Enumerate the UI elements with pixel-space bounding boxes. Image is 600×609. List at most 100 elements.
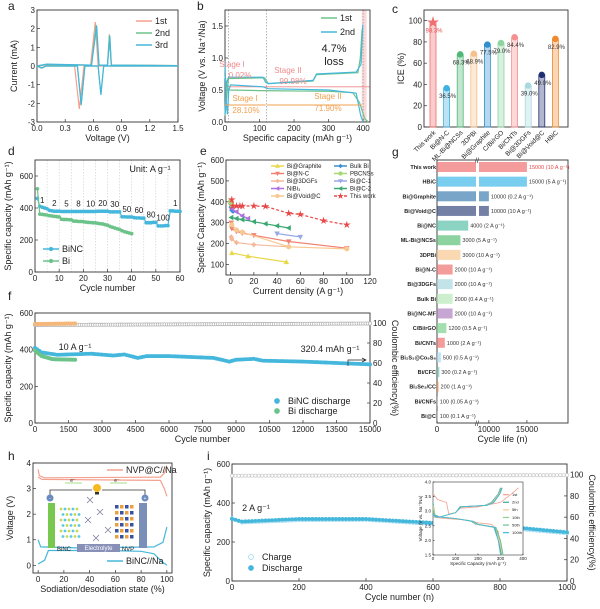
legend-label: 5th	[512, 507, 518, 512]
bar-bi-graphite-extended	[479, 191, 489, 202]
annotation-label: 4.7%	[321, 43, 346, 55]
bar-hbic	[552, 38, 559, 128]
data-point-series-2	[421, 473, 425, 478]
legend-label: PBCNSs	[350, 172, 374, 178]
cathode-lattice-unit	[120, 517, 124, 521]
data-point-discharge	[260, 518, 265, 523]
x-tick-label: 0	[435, 425, 440, 434]
data-point-series-2	[333, 473, 338, 478]
data-point-series-2	[240, 473, 244, 478]
category-label: Bi₂Se₃/CC	[409, 385, 436, 391]
data-point-discharge	[380, 518, 385, 522]
x-tick-label: 0.3	[60, 124, 72, 133]
negative-sign: -	[49, 496, 51, 502]
bar-cap-star-icon	[426, 15, 440, 28]
legend-marker	[275, 171, 280, 177]
annotation-label: Stage II	[274, 66, 302, 75]
data-point-series-2	[297, 473, 301, 478]
data-point-series-2	[541, 473, 546, 478]
x-tick-label: 600	[426, 583, 440, 592]
bar-ml-bi-ncss	[437, 235, 461, 246]
series-line-bi-c-1	[277, 233, 301, 238]
data-point-discharge	[253, 518, 258, 523]
legend-marker	[275, 178, 280, 184]
legend-label: 10th	[512, 515, 520, 520]
electron-label: e⁻	[114, 478, 120, 484]
anode-lattice-atom	[61, 513, 65, 516]
data-point-discharge	[283, 517, 288, 522]
y-tick-label: 500	[211, 177, 225, 186]
data-point-series-2	[565, 473, 569, 478]
data-point-series-2	[551, 473, 556, 478]
x-tick-label: 12000	[292, 425, 315, 434]
data-point-series-2	[441, 473, 445, 478]
anode-lattice-atom	[75, 507, 79, 511]
plot-frame	[231, 463, 568, 582]
data-point-bi-void-c	[239, 229, 245, 235]
data-point-series-2	[524, 473, 529, 478]
data-point-series-2	[400, 473, 405, 478]
plot-frame	[423, 9, 569, 128]
data-point-this-work	[342, 220, 351, 229]
legend-label: BiNC//Na	[126, 556, 164, 566]
y2-tick-label: 100	[570, 471, 584, 480]
data-point-series-2	[434, 473, 439, 478]
data-point-discharge	[400, 519, 405, 524]
data-point-series-2	[471, 473, 476, 478]
panel-label: d	[8, 144, 15, 158]
y-tick-label: 0	[27, 561, 32, 570]
category-label: Bi@3DGFs	[407, 282, 436, 288]
y-tick-label: 200	[20, 382, 34, 391]
data-point-bi-graphite	[245, 253, 251, 259]
category-label: HBiC	[544, 129, 560, 145]
cathode-lattice-unit	[115, 511, 119, 515]
cathode-lattice-unit	[120, 535, 124, 539]
bar-value-label: 15000 (5 A g⁻¹)	[529, 180, 567, 186]
data-point-discharge	[561, 529, 566, 534]
bar-value-label: 49.0%	[534, 81, 552, 87]
bar-value-label: 2000 (10 A g⁻¹)	[455, 282, 493, 288]
cathode-lattice-unit	[130, 523, 134, 527]
data-point-series-2	[313, 473, 318, 478]
data-point-series-2	[498, 473, 502, 478]
data-point-series-2	[501, 473, 506, 478]
x-tick-label: 9000	[227, 425, 245, 434]
x-tick-label: 20	[59, 575, 68, 584]
series-line-bi-graphite	[231, 252, 287, 263]
bar-hbic	[437, 176, 476, 187]
y2-tick-label: 20	[373, 399, 382, 408]
y-tick-label: 400	[20, 204, 34, 213]
bar-value-label: 77.5%	[480, 51, 498, 57]
data-point-series-2	[504, 473, 509, 478]
data-point-discharge	[565, 530, 569, 535]
y2-tick-label: 20	[570, 556, 579, 565]
data-point-discharge	[343, 517, 348, 521]
series-line-3rd	[36, 65, 178, 105]
data-point-series-2	[303, 473, 308, 478]
rate-label: 8	[76, 200, 81, 209]
bulb-base	[95, 492, 99, 495]
legend-marker	[248, 565, 254, 571]
cathode-lattice-unit	[115, 505, 119, 509]
data-point-series-2	[494, 473, 499, 478]
cathode-lattice-unit	[125, 535, 129, 539]
legend-marker	[337, 192, 344, 199]
panel-label: i	[207, 449, 210, 463]
x-tick-label: 6000	[160, 425, 178, 434]
x-tick-label: 300	[322, 124, 336, 133]
cathode-lattice-unit	[115, 535, 119, 539]
cathode-lattice-unit	[125, 517, 129, 521]
series-line-1st	[432, 516, 501, 553]
y-axis-title: Voltage (V)	[5, 496, 15, 541]
data-point-discharge	[313, 517, 318, 521]
data-point-bi-c-2	[250, 218, 256, 225]
anode-lattice-atom	[77, 524, 81, 527]
legend-marker	[274, 408, 280, 414]
data-point-binc	[117, 209, 122, 214]
y-tick-label: 1.5	[425, 553, 432, 558]
y2-tick-label: 40	[570, 534, 579, 543]
data-point-discharge	[367, 517, 372, 522]
rate-label: 60	[134, 206, 143, 215]
data-point-binc-discharge	[368, 362, 372, 367]
x-axis-title: Cycle number	[80, 283, 136, 293]
